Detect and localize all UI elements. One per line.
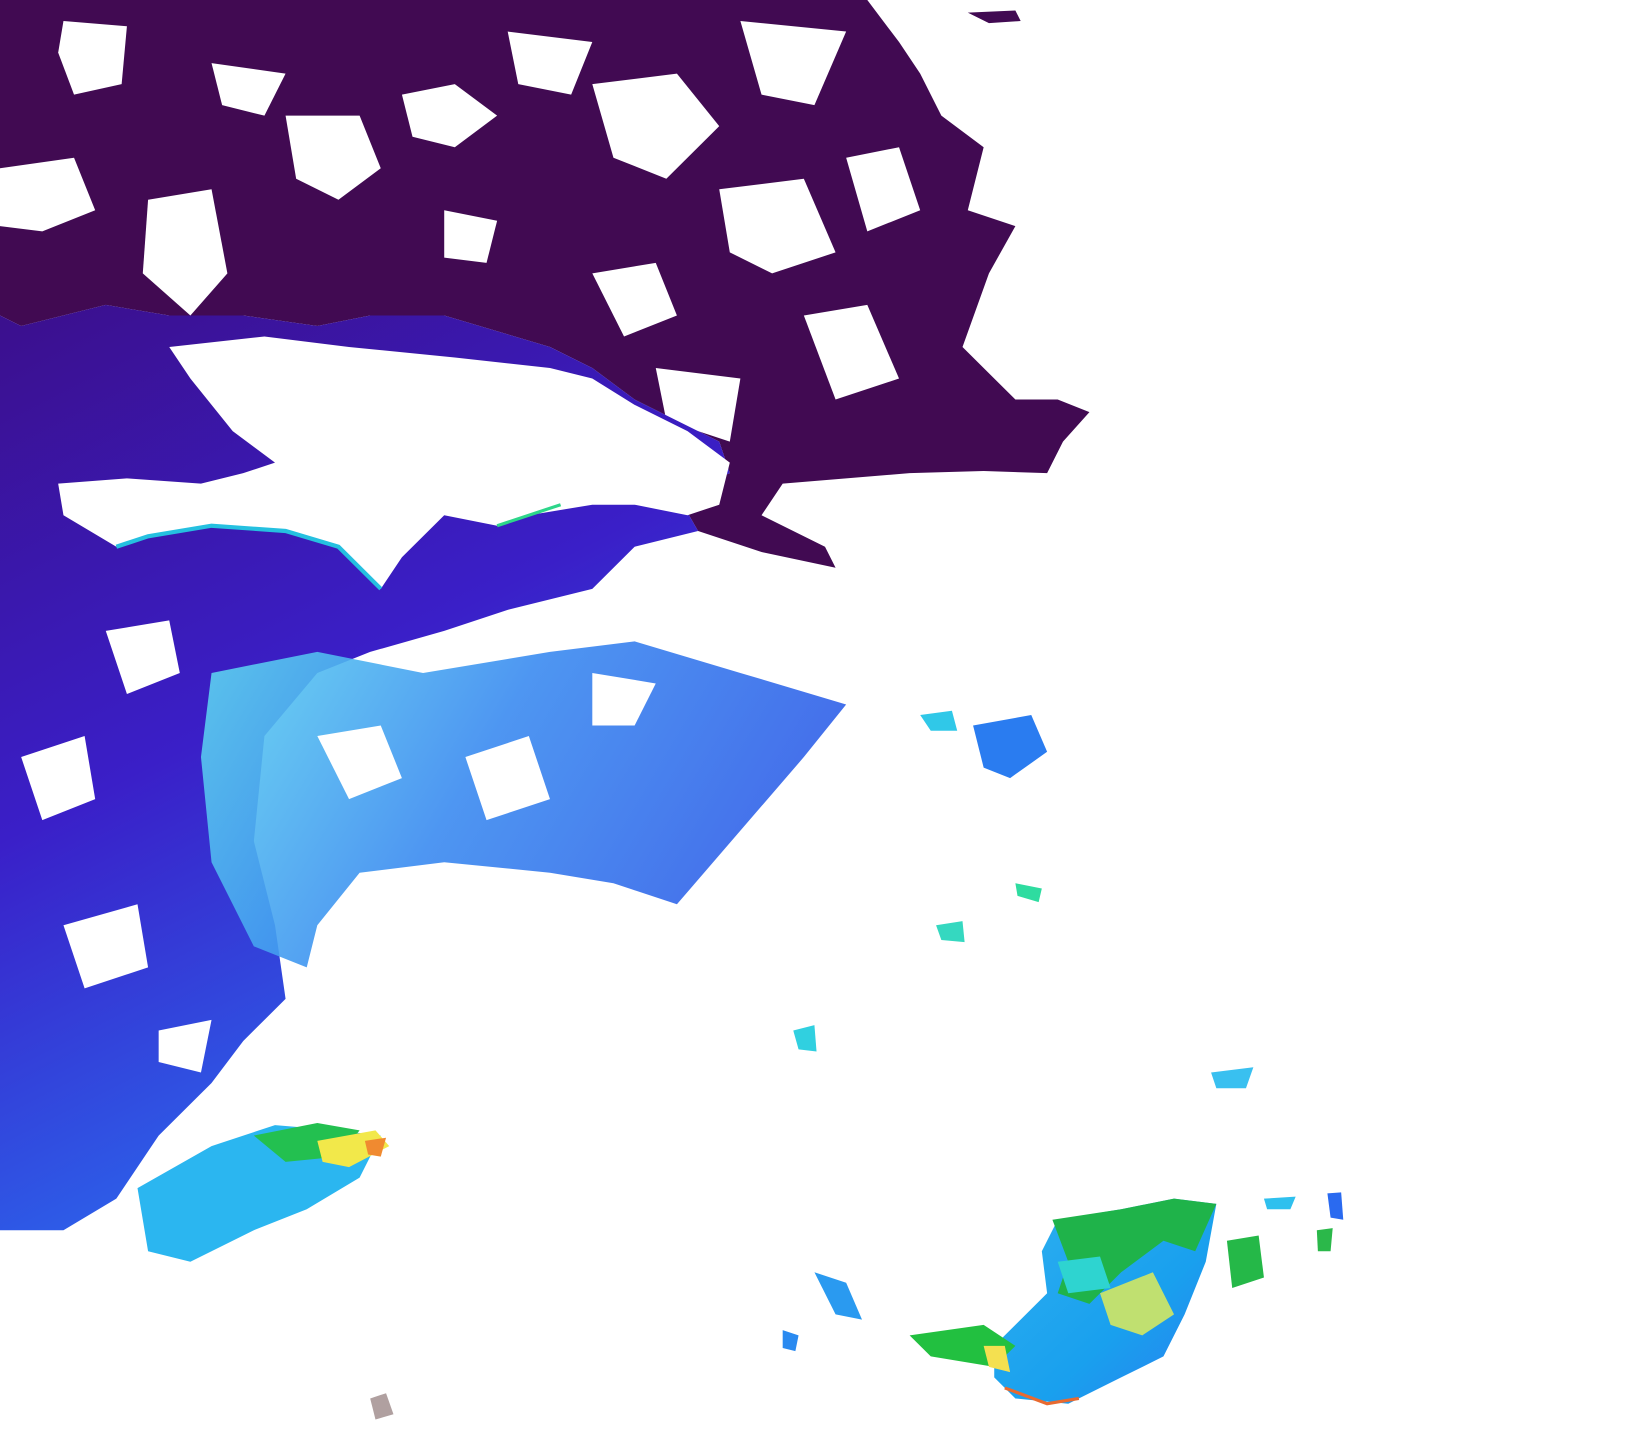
cloud-holes [0,21,921,442]
lake-edge [115,523,383,591]
southwest-bloom [137,1122,390,1262]
cloud-holes [21,620,656,1073]
dark-region [0,0,1090,568]
cyan-patches [782,710,1254,1352]
water-region [0,304,730,1231]
dark-region [967,10,1021,24]
southeast-bloom [370,1192,1344,1420]
lake-edge [496,503,562,528]
